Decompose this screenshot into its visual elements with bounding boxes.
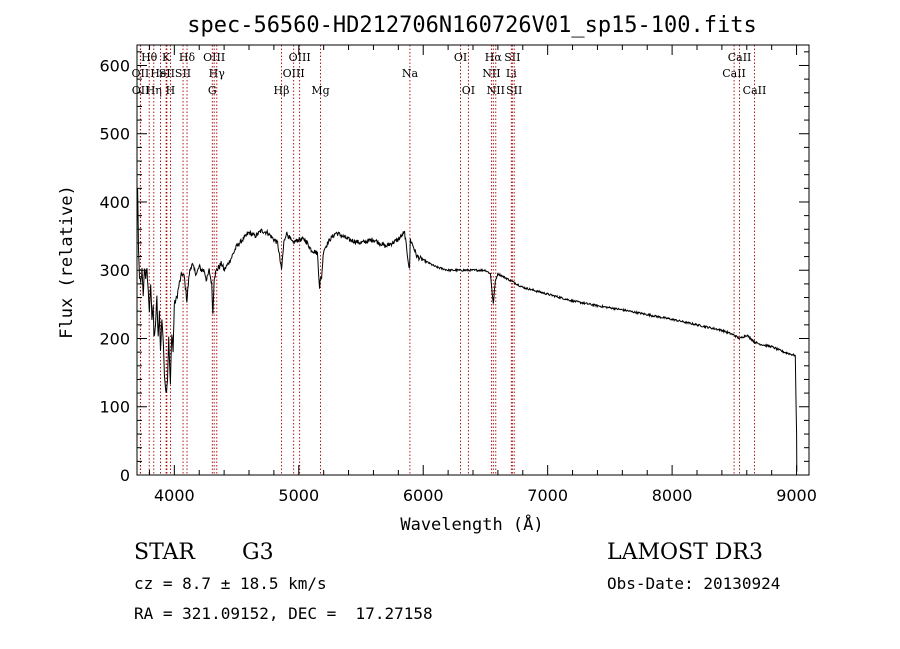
survey-name: LAMOST DR3 (607, 540, 763, 565)
line-label-15: OIII (289, 51, 311, 64)
y-tick-label-600: 600 (99, 56, 130, 75)
line-label-20: NII (482, 67, 500, 80)
line-label-14: OIII (283, 67, 305, 80)
y-axis-label: Flux (relative) (57, 185, 77, 339)
line-label-9: SII (175, 67, 191, 80)
line-label-13: Hβ (274, 84, 290, 97)
plot-frame (136, 44, 810, 476)
line-label-19: OI (462, 84, 475, 97)
y-tick-label-0: 0 (120, 466, 130, 485)
x-axis-label: Wavelength (Å) (400, 513, 543, 535)
line-label-26: CaII (722, 67, 746, 80)
x-tick-label-9000: 9000 (776, 486, 817, 505)
line-label-27: CaII (728, 51, 752, 64)
line-label-16: Mg (311, 84, 329, 97)
line-label-3: Hη (146, 84, 162, 97)
line-label-12: G (208, 84, 217, 97)
y-tick-label-500: 500 (99, 125, 130, 144)
x-tick-label-6000: 6000 (403, 486, 444, 505)
line-label-24: Li (506, 67, 517, 80)
y-tick-label-300: 300 (99, 261, 130, 280)
redshift-value: cz = 8.7 ± 18.5 km/s (134, 574, 327, 593)
spectrum-line (136, 188, 798, 472)
x-tick-label-4000: 4000 (154, 486, 195, 505)
x-tick-label-7000: 7000 (527, 486, 568, 505)
line-label-4: HeI (150, 67, 170, 80)
chart-title: spec-56560-HD212706N160726V01_sp15-100.f… (187, 13, 757, 38)
line-label-7: H (166, 84, 176, 97)
line-label-2: Hθ (141, 51, 158, 64)
line-label-28: CaII (743, 84, 767, 97)
line-label-10: OIII (203, 51, 225, 64)
line-label-25: SII (506, 84, 522, 97)
observation-date: Obs-Date: 20130924 (607, 574, 781, 593)
spectral-subclass: G3 (242, 540, 274, 565)
line-label-21: Hα (485, 51, 503, 64)
line-label-6: SII (159, 67, 175, 80)
line-label-17: Na (402, 67, 419, 80)
x-tick-label-8000: 8000 (652, 486, 693, 505)
x-tick-label-5000: 5000 (278, 486, 319, 505)
line-label-23: SII (504, 51, 520, 64)
y-tick-label-400: 400 (99, 193, 130, 212)
line-label-11: Hγ (209, 67, 226, 80)
line-label-8: Hδ (179, 51, 196, 64)
line-label-18: OI (454, 51, 467, 64)
line-label-1: OII (132, 84, 150, 97)
line-label-5: K (162, 51, 171, 64)
object-class: STAR (134, 540, 195, 565)
y-tick-label-200: 200 (99, 329, 130, 348)
coordinates: RA = 321.09152, DEC = 17.27158 (134, 604, 433, 623)
line-label-22: NII (487, 84, 505, 97)
y-tick-label-100: 100 (99, 398, 130, 417)
